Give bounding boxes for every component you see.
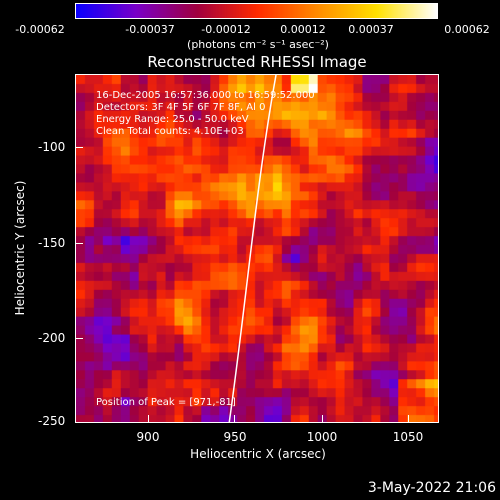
- solar-limb-line: [228, 75, 277, 422]
- x-axis-label: Heliocentric X (arcsec): [190, 447, 326, 461]
- y-tick-label: -150: [38, 236, 66, 250]
- peak-position-label: Position of Peak = [971,-81]: [96, 397, 236, 408]
- energy-range-label: Energy Range: 25.0 - 50.0 keV: [96, 114, 249, 125]
- x-tick: [148, 415, 149, 423]
- detectors-label: Detectors: 3F 4F 5F 6F 7F 8F, Al 0: [96, 102, 266, 113]
- render-timestamp: 3-May-2022 21:06: [367, 480, 496, 496]
- plot-title: Reconstructed RHESSI Image: [147, 53, 367, 71]
- colorbar-tick-label: -0.00062: [15, 23, 65, 36]
- colorbar-unit-label: (photons cm⁻² s⁻¹ asec⁻²): [187, 38, 329, 51]
- y-tick: [75, 243, 83, 244]
- x-tick: [322, 415, 323, 423]
- x-tick-label: 1050: [392, 430, 424, 444]
- y-tick: [75, 338, 83, 339]
- hxr-intensity-map: [76, 75, 438, 422]
- solar-limb-overlay: [228, 75, 277, 422]
- x-tick: [234, 415, 235, 423]
- y-tick-label: -200: [38, 331, 66, 345]
- x-tick-label: 900: [136, 430, 160, 444]
- colorbar-tick-label: 0.00062: [444, 23, 490, 36]
- x-tick-label: 950: [223, 430, 247, 444]
- colorbar: [75, 3, 438, 19]
- colorbar-tick-label: 0.00012: [280, 23, 326, 36]
- colorbar-tick-label: 0.00037: [348, 23, 394, 36]
- time-range-label: 16-Dec-2005 16:57:36.000 to 16:59:52.000: [96, 90, 315, 101]
- x-tick-label: 1000: [306, 430, 338, 444]
- y-tick: [75, 147, 83, 148]
- x-tick: [408, 415, 409, 423]
- colorbar-tick-label: -0.00037: [125, 23, 175, 36]
- clean-counts-label: Clean Total counts: 4.10E+03: [96, 126, 244, 137]
- plot-area: 16-Dec-2005 16:57:36.000 to 16:59:52.000…: [75, 74, 439, 423]
- y-tick-label: -100: [38, 140, 66, 154]
- y-axis-label: Heliocentric Y (arcsec): [13, 180, 27, 316]
- colorbar-tick-label: -0.00012: [201, 23, 251, 36]
- y-tick-label: -250: [38, 414, 66, 428]
